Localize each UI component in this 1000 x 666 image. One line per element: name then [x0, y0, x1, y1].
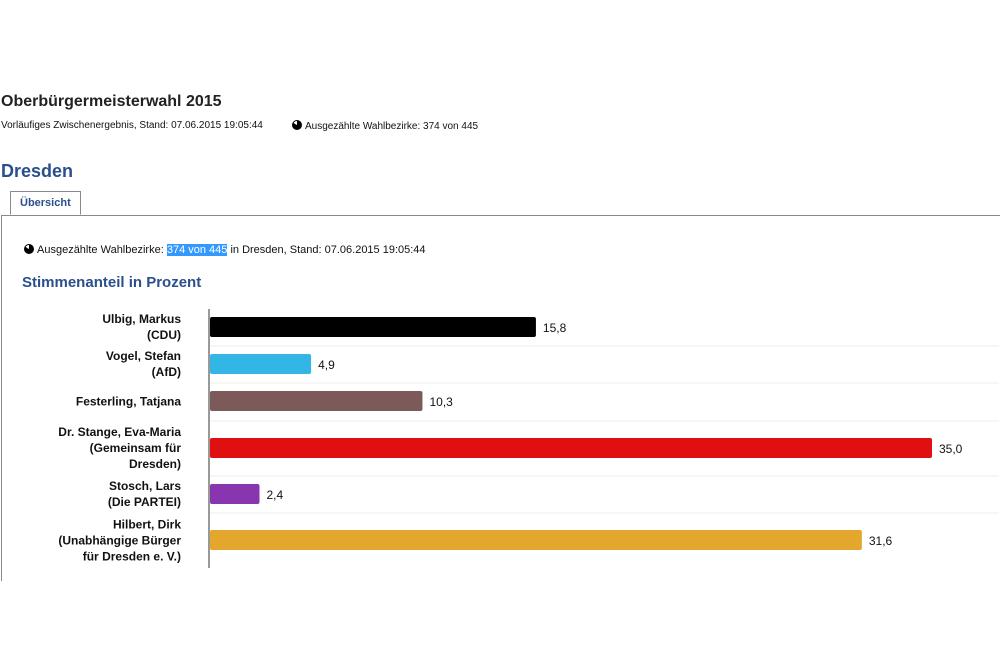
- candidate-label-line: (Unabhängige Bürger: [58, 534, 181, 548]
- candidate-label-line: (AfD): [152, 365, 181, 379]
- value-label: 2,4: [267, 488, 284, 502]
- bar-2: [210, 391, 423, 411]
- bar-1: [210, 354, 312, 374]
- value-label: 35,0: [939, 442, 963, 456]
- candidate-label: Festerling, Tatjana: [76, 395, 181, 409]
- candidate-label-line: für Dresden e. V.): [83, 550, 181, 564]
- candidate-label-line: Vogel, Stefan: [106, 349, 181, 363]
- tab-overview[interactable]: Übersicht: [10, 191, 81, 215]
- candidate-label-line: Dresden): [129, 457, 181, 471]
- counted-districts-text: Ausgezählte Wahlbezirke: 374 von 445: [305, 121, 479, 132]
- pie-progress-icon: [292, 120, 302, 130]
- bar-4: [210, 484, 260, 504]
- counted-districts-detail: Ausgezählte Wahlbezirke: 374 von 445 in …: [24, 244, 426, 256]
- value-label: 4,9: [318, 358, 335, 372]
- candidate-label: Stosch, Lars (Die PARTEI): [108, 479, 181, 509]
- value-label: 31,6: [869, 534, 893, 548]
- pie-progress-icon: [24, 244, 34, 254]
- candidate-label-line: (CDU): [147, 328, 181, 342]
- counted-districts-summary: Ausgezählte Wahlbezirke: 374 von 445: [292, 120, 478, 132]
- candidate-label-line: (Die PARTEI): [108, 495, 181, 509]
- page-title: Oberbürgermeisterwahl 2015: [1, 93, 222, 110]
- candidate-label-line: Festerling, Tatjana: [76, 395, 181, 409]
- chart-title: Stimmenanteil in Prozent: [22, 274, 202, 291]
- interim-result-timestamp: Vorläufiges Zwischenergebnis, Stand: 07.…: [1, 120, 263, 131]
- value-label: 15,8: [543, 321, 567, 335]
- candidate-label: Ulbig, Markus (CDU): [102, 312, 181, 342]
- candidate-label-line: Ulbig, Markus: [102, 312, 181, 326]
- bar-3: [210, 438, 932, 458]
- results-panel: [1, 215, 1000, 581]
- city-heading: Dresden: [1, 161, 74, 181]
- counted-prefix: Ausgezählte Wahlbezirke:: [37, 244, 167, 256]
- counted-suffix: in Dresden, Stand: 07.06.2015 19:05:44: [227, 244, 426, 256]
- counted-highlight: 374 von 445: [166, 244, 228, 256]
- candidate-label: Dr. Stange, Eva-Maria (Gemeinsam für Dresd…: [58, 425, 181, 471]
- candidate-label: Vogel, Stefan (AfD): [106, 349, 181, 379]
- candidate-label-line: (Gemeinsam für: [90, 441, 182, 455]
- candidate-label-line: Dr. Stange, Eva-Maria: [58, 425, 181, 439]
- bar-0: [210, 317, 536, 337]
- candidate-label-line: Stosch, Lars: [109, 479, 181, 493]
- bar-5: [210, 530, 862, 550]
- candidate-label: Hilbert, Dirk (Unabhängige Bürger für Dres…: [58, 518, 181, 564]
- value-label: 10,3: [429, 395, 453, 409]
- candidate-label-line: Hilbert, Dirk: [113, 518, 181, 532]
